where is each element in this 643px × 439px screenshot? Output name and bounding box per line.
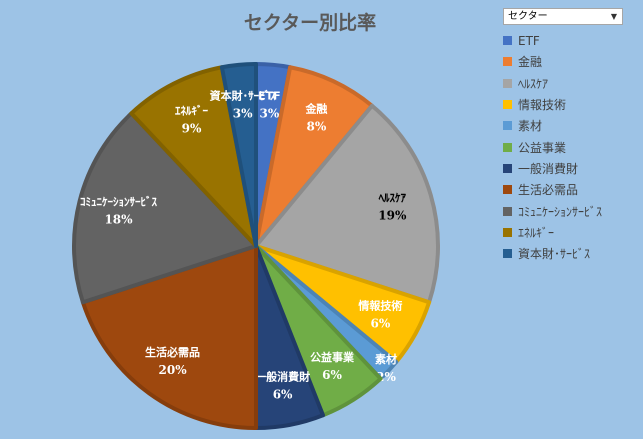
slice-category-label: 金融 xyxy=(304,102,327,116)
pie-slice-10[interactable] xyxy=(219,62,258,248)
legend-swatch xyxy=(503,100,512,110)
legend-item-9: ｴﾈﾙｷﾞｰ xyxy=(503,222,602,243)
legend-item-6: 一般消費財 xyxy=(503,158,602,179)
legend-label: 一般消費財 xyxy=(518,161,579,176)
slice-label-3: 情報技術 6% xyxy=(358,298,402,330)
legend-swatch xyxy=(503,185,512,195)
slice-category-label: ETF xyxy=(258,90,281,103)
legend-item-5: 公益事業 xyxy=(503,136,602,157)
slice-percent-label: 3% xyxy=(259,107,279,121)
pie-slice-8[interactable] xyxy=(72,111,258,305)
slice-label-10: 資本財･ｻｰﾋﾞｽ 3% xyxy=(210,89,276,121)
slice-label-1: 金融 8% xyxy=(304,102,327,134)
slice-percent-label: 18% xyxy=(104,213,133,227)
sector-filter-dropdown[interactable]: セクター ▼ xyxy=(503,8,623,25)
legend-swatch xyxy=(503,121,512,131)
legend-swatch xyxy=(503,57,512,67)
slice-label-5: 公益事業 6% xyxy=(310,350,355,382)
pie-slice-2[interactable] xyxy=(254,103,440,305)
slice-percent-label: 3% xyxy=(233,107,253,121)
slice-label-9: ｴﾈﾙｷﾞｰ 9% xyxy=(175,104,208,136)
sector-filter-label: セクター xyxy=(508,11,548,22)
chart-title: セクター別比率 xyxy=(243,12,377,34)
legend-label: ETF xyxy=(518,33,540,48)
slice-category-label: ｴﾈﾙｷﾞｰ xyxy=(175,104,208,118)
legend-swatch xyxy=(503,206,512,216)
slice-percent-label: 8% xyxy=(307,120,327,134)
slice-label-6: 一般消費財 6% xyxy=(255,369,310,401)
legend-label: 公益事業 xyxy=(518,140,567,155)
slice-category-label: ﾍﾙｽｹｱ xyxy=(378,191,407,204)
legend-label: 資本財･ｻｰﾋﾞｽ xyxy=(518,247,591,262)
legend-item-8: ｺﾐｭﾆｹｰｼｮﾝｻｰﾋﾞｽ xyxy=(503,200,602,221)
slice-category-label: 素材 xyxy=(375,352,397,366)
slice-category-label: 資本財･ｻｰﾋﾞｽ xyxy=(210,89,276,103)
legend-item-10: 資本財･ｻｰﾋﾞｽ xyxy=(503,243,602,264)
slice-label-8: ｺﾐｭﾆｹｰｼｮﾝｻｰﾋﾞｽ 18% xyxy=(80,195,157,227)
slice-percent-label: 6% xyxy=(371,316,391,330)
legend-label: ｴﾈﾙｷﾞｰ xyxy=(518,225,555,240)
slice-category-label: ｺﾐｭﾆｹｰｼｮﾝｻｰﾋﾞｽ xyxy=(80,195,157,209)
legend-swatch xyxy=(503,249,512,259)
legend-label: ﾍﾙｽｹｱ xyxy=(518,76,549,91)
legend-swatch xyxy=(503,142,512,152)
pie-slice-9[interactable] xyxy=(129,65,258,248)
legend-item-0: ETF xyxy=(503,30,602,51)
legend-item-7: 生活必需品 xyxy=(503,179,602,200)
legend-swatch xyxy=(503,163,512,173)
slice-percent-label: 9% xyxy=(182,122,202,136)
legend-item-2: ﾍﾙｽｹｱ xyxy=(503,73,602,94)
legend: ETF 金融 ﾍﾙｽｹｱ 情報技術素材公益事業一般消費財生活必需品 ｺﾐｭﾆｹｰｼｮﾝｻ… xyxy=(503,30,602,264)
legend-swatch xyxy=(503,227,512,237)
slice-label-2: ﾍﾙｽｹｱ 19% xyxy=(378,191,407,222)
legend-label: 金融 xyxy=(518,55,543,70)
legend-swatch xyxy=(503,36,512,46)
legend-item-3: 情報技術 xyxy=(503,94,602,115)
slice-label-7: 生活必需品 20% xyxy=(145,345,200,377)
slice-category-label: 一般消費財 xyxy=(255,369,310,383)
legend-item-4: 素材 xyxy=(503,115,602,136)
slice-percent-label: 20% xyxy=(159,363,188,377)
legend-label: 生活必需品 xyxy=(518,183,579,198)
legend-label: ｺﾐｭﾆｹｰｼｮﾝｻｰﾋﾞｽ xyxy=(518,204,603,219)
slice-label-0: ETF 3% xyxy=(258,90,281,121)
legend-item-1: 金融 xyxy=(503,51,602,72)
slice-percent-label: 19% xyxy=(378,208,407,222)
slice-category-label: 公益事業 xyxy=(310,350,355,364)
slice-percent-label: 6% xyxy=(273,387,293,401)
slice-category-label: 情報技術 xyxy=(358,298,402,312)
legend-label: 情報技術 xyxy=(518,98,567,113)
legend-label: 素材 xyxy=(518,119,543,134)
slice-percent-label: 6% xyxy=(322,368,342,382)
chevron-down-icon[interactable]: ▼ xyxy=(610,12,617,21)
pie-slice-7[interactable] xyxy=(80,244,258,430)
legend-swatch xyxy=(503,78,512,88)
slice-category-label: 生活必需品 xyxy=(145,345,200,359)
